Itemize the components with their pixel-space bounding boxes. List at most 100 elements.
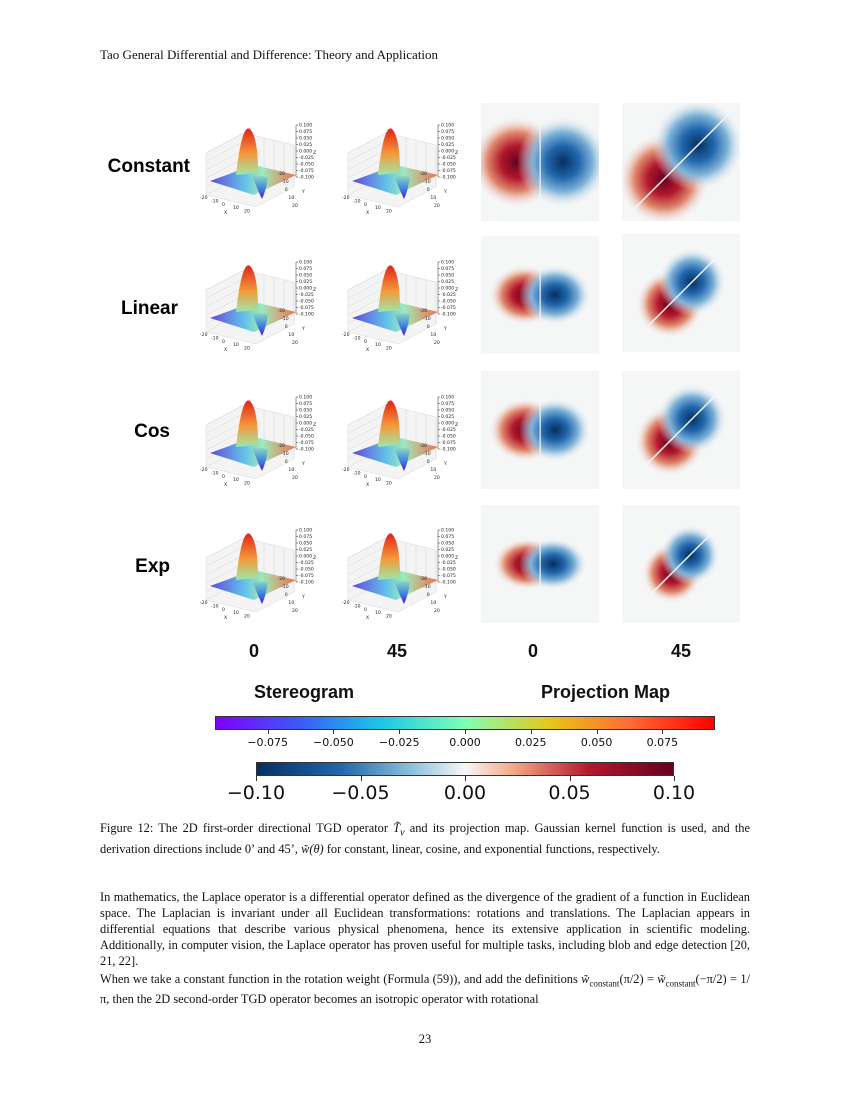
surface-peak [378,533,400,580]
diverging-tickmark [674,776,675,781]
surface-plane [210,570,296,600]
projection-map-constant-0 [481,103,599,221]
z-tick-label: 0.050 [299,408,312,414]
x-tick-label: 0 [222,474,225,480]
z-tick-label: -0.100 [441,447,456,453]
z-tick-label: 0.025 [441,142,454,148]
x-tick-label: 10 [375,205,381,211]
x-axis-label: X [366,482,369,487]
z-tick-label: -0.100 [299,175,314,181]
y-tick-label: 0 [427,459,430,465]
y-axis-label: Y [443,461,447,467]
row-label-cos: Cos [134,421,170,442]
y-tick-label: 20 [292,340,298,346]
running-header: Tao General Differential and Difference:… [100,47,439,62]
stereogram-exp-45: 0.100 0.075 0.050 0.025 0.000 -0.025 -0.050 -0.… [334,508,462,620]
rainbow-tickmark [267,730,269,734]
z-tick-label: -0.075 [299,573,314,579]
z-tick-label: 0.100 [441,260,454,266]
x-tick-label: 20 [244,614,250,620]
surface-plane [210,437,296,467]
surface-peak [236,265,258,312]
y-tick-label: 0 [285,324,288,330]
y-tick-label: -10 [281,179,289,185]
surface-valley [394,312,410,336]
stereogram-cos-45: 0.100 0.075 0.050 0.025 0.000 -0.025 -0.050 -0.… [334,375,462,487]
y-tick-label: -10 [423,451,431,457]
x-tick-label: 20 [386,614,392,620]
rainbow-tickmark [465,730,466,734]
surface-valley [394,447,410,471]
x-axis-label: X [224,615,227,620]
x-tick-label: 20 [244,481,250,487]
z-tick-label: -0.050 [299,299,314,305]
x-tick-label: -20 [342,332,350,338]
z-tick-label: 0.075 [441,401,454,407]
rainbow-tickmark [596,730,598,734]
x-tick-label: -20 [200,467,208,473]
x-tick-label: 20 [386,346,392,352]
y-tick-label: 0 [285,187,288,193]
column-label-stereogram-0: 0 [248,641,259,661]
surface-plane [210,302,296,332]
x-tick-label: -10 [211,470,219,476]
z-tick-label: -0.025 [441,292,456,298]
y-tick-label: 0 [427,324,430,330]
x-tick-label: 10 [233,342,239,348]
x-tick-label: -20 [200,600,208,606]
z-axis-label: Z [313,422,316,428]
y-tick-label: 10 [288,600,294,606]
z-axis-label: Z [455,287,458,293]
x-tick-label: -10 [353,603,361,609]
rainbow-tick-label: 0.000 [449,736,481,749]
group-label-projection-map: Projection Map [541,682,671,702]
x-axis-label: X [366,210,369,215]
rainbow-tick-label: 0.075 [646,736,679,749]
operator-symbol: T̃v [393,821,405,839]
z-tick-label: 0.100 [441,528,454,534]
colorbar-diverging: −0.10 −0.05 0.00 0.05 0.10 [227,762,695,808]
x-tick-label: 10 [233,610,239,616]
rainbow-tick-label: −0.050 [313,736,354,749]
x-axis-label: X [224,347,227,352]
rainbow-tick-label: −0.025 [378,736,420,749]
z-tick-label: 0.000 [441,554,454,560]
diverging-tick-label: 0.10 [652,782,696,804]
z-tick-label: 0.050 [299,541,312,547]
group-label-stereogram: Stereogram [254,682,355,702]
x-tick-label: 10 [233,205,239,211]
z-tick-label: -0.050 [299,162,314,168]
x-tick-label: -20 [342,600,350,606]
z-tick-label: -0.050 [441,162,456,168]
surface-valley [394,580,410,604]
x-tick-label: 20 [386,481,392,487]
column-label-projection-45: 45 [670,641,692,661]
surface-peak [236,400,258,447]
z-tick-label: 0.100 [299,395,312,401]
z-tick-label: -0.075 [299,168,314,174]
projection-map-cos-45 [622,371,740,489]
z-tick-label: 0.100 [299,123,312,129]
z-tick-label: -0.100 [299,580,314,586]
z-tick-label: 0.000 [299,421,312,427]
x-tick-label: 20 [244,346,250,352]
figure-caption: Figure 12: The 2D first-order directiona… [100,821,750,857]
z-tick-label: -0.050 [299,567,314,573]
projection-map-exp-45 [622,505,740,623]
z-tick-label: -0.075 [441,168,456,174]
y-axis-label: Y [443,189,447,195]
x-tick-label: 0 [222,607,225,613]
diverging-tick-label: 0.05 [548,782,591,804]
z-tick-label: 0.025 [299,547,312,553]
rainbow-tickmark [662,730,664,734]
z-tick-label: -0.075 [441,440,456,446]
body-paragraph-1: In mathematics, the Laplace operator is … [100,890,750,968]
stereogram-constant-45: 0.100 0.075 0.050 0.025 0.000 -0.025 -0.050 -0.… [334,103,462,215]
y-tick-label: -20 [278,171,286,177]
x-tick-label: 0 [364,607,367,613]
diverging-tickmark [256,776,257,781]
z-tick-label: 0.100 [299,528,312,534]
projection-map-cos-0 [481,371,599,489]
diverging-tick-label: 0.00 [443,782,487,804]
z-tick-label: -0.100 [299,447,314,453]
